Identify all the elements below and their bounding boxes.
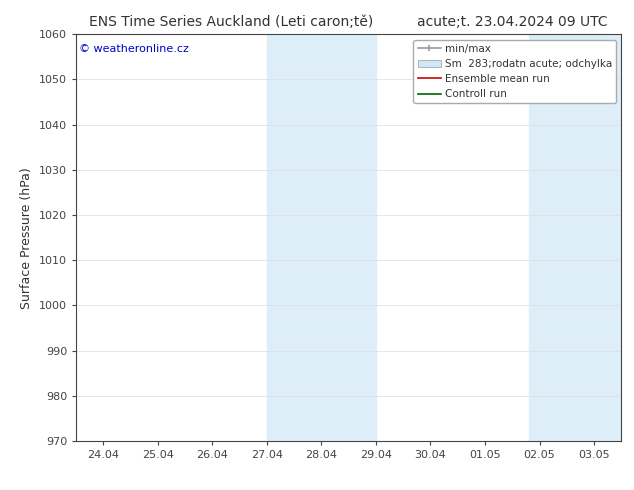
Bar xyxy=(529,34,621,441)
Legend: min/max, Sm  283;rodatn acute; odchylka, Ensemble mean run, Controll run: min/max, Sm 283;rodatn acute; odchylka, … xyxy=(413,40,616,103)
Bar xyxy=(267,34,376,441)
Text: © weatheronline.cz: © weatheronline.cz xyxy=(79,45,189,54)
Title: ENS Time Series Auckland (Leti caron;tě)          acute;t. 23.04.2024 09 UTC: ENS Time Series Auckland (Leti caron;tě)… xyxy=(89,15,608,29)
Y-axis label: Surface Pressure (hPa): Surface Pressure (hPa) xyxy=(20,167,34,309)
